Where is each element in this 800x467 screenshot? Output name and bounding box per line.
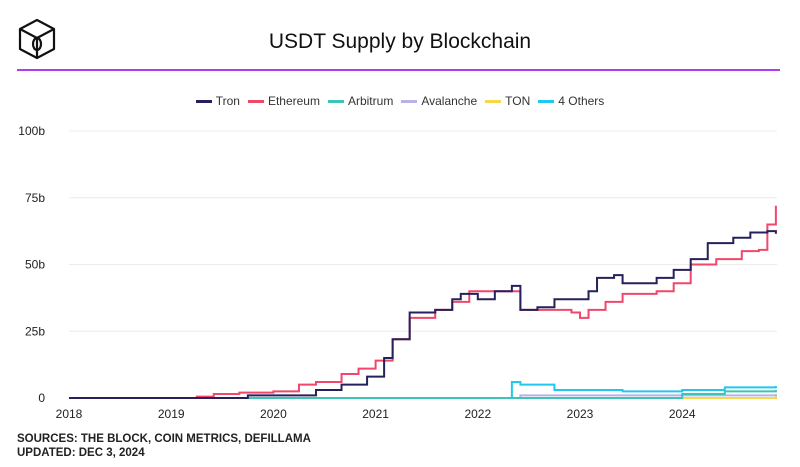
- legend-swatch: [485, 99, 502, 103]
- updated-note: UPDATED: DEC 3, 2024: [17, 447, 145, 459]
- legend-item[interactable]: Arbitrum: [327, 94, 394, 108]
- legend-label: Arbitrum: [347, 94, 394, 108]
- legend-label: Ethereum: [267, 94, 320, 108]
- legend-swatch: [327, 99, 344, 103]
- legend-item[interactable]: Avalanche: [401, 94, 477, 108]
- chart-title: USDT Supply by Blockchain: [268, 30, 532, 53]
- legend-item[interactable]: Tron: [195, 94, 240, 108]
- x-tick-label: 2022: [464, 407, 491, 421]
- legend-label: Tron: [215, 94, 240, 108]
- legend-swatch: [401, 99, 418, 103]
- series-line-tron: [69, 230, 777, 399]
- y-tick-label: 0: [38, 391, 45, 405]
- y-tick-label: 100b: [18, 124, 45, 138]
- x-tick-label: 2020: [260, 407, 287, 421]
- legend-swatch: [195, 99, 212, 103]
- title-divider: [17, 69, 780, 71]
- the-block-logo: [18, 18, 56, 60]
- series-line-4-others: [69, 380, 777, 399]
- legend-item[interactable]: 4 Others: [538, 94, 604, 108]
- series-line-arbitrum: [69, 389, 777, 399]
- legend-label: 4 Others: [558, 94, 605, 108]
- y-tick-label: 75b: [25, 191, 45, 205]
- x-tick-label: 2024: [669, 407, 696, 421]
- y-tick-label: 50b: [25, 258, 45, 272]
- y-tick-label: 25b: [25, 324, 45, 338]
- x-tick-label: 2019: [158, 407, 185, 421]
- series-line-ethereum: [69, 205, 777, 399]
- legend-item[interactable]: TON: [485, 94, 530, 108]
- legend-swatch: [538, 99, 555, 103]
- x-tick-label: 2021: [362, 407, 389, 421]
- legend: Tron Ethereum Arbitrum Avalanche TON 4 Others: [0, 94, 800, 108]
- sources-note: SOURCES: THE BLOCK, COIN METRICS, DEFILL…: [17, 433, 311, 445]
- x-tick-label: 2023: [567, 407, 594, 421]
- legend-label: Avalanche: [421, 94, 478, 108]
- legend-item[interactable]: Ethereum: [247, 94, 320, 108]
- x-tick-label: 2018: [56, 407, 83, 421]
- legend-swatch: [247, 99, 264, 103]
- legend-label: TON: [505, 94, 531, 108]
